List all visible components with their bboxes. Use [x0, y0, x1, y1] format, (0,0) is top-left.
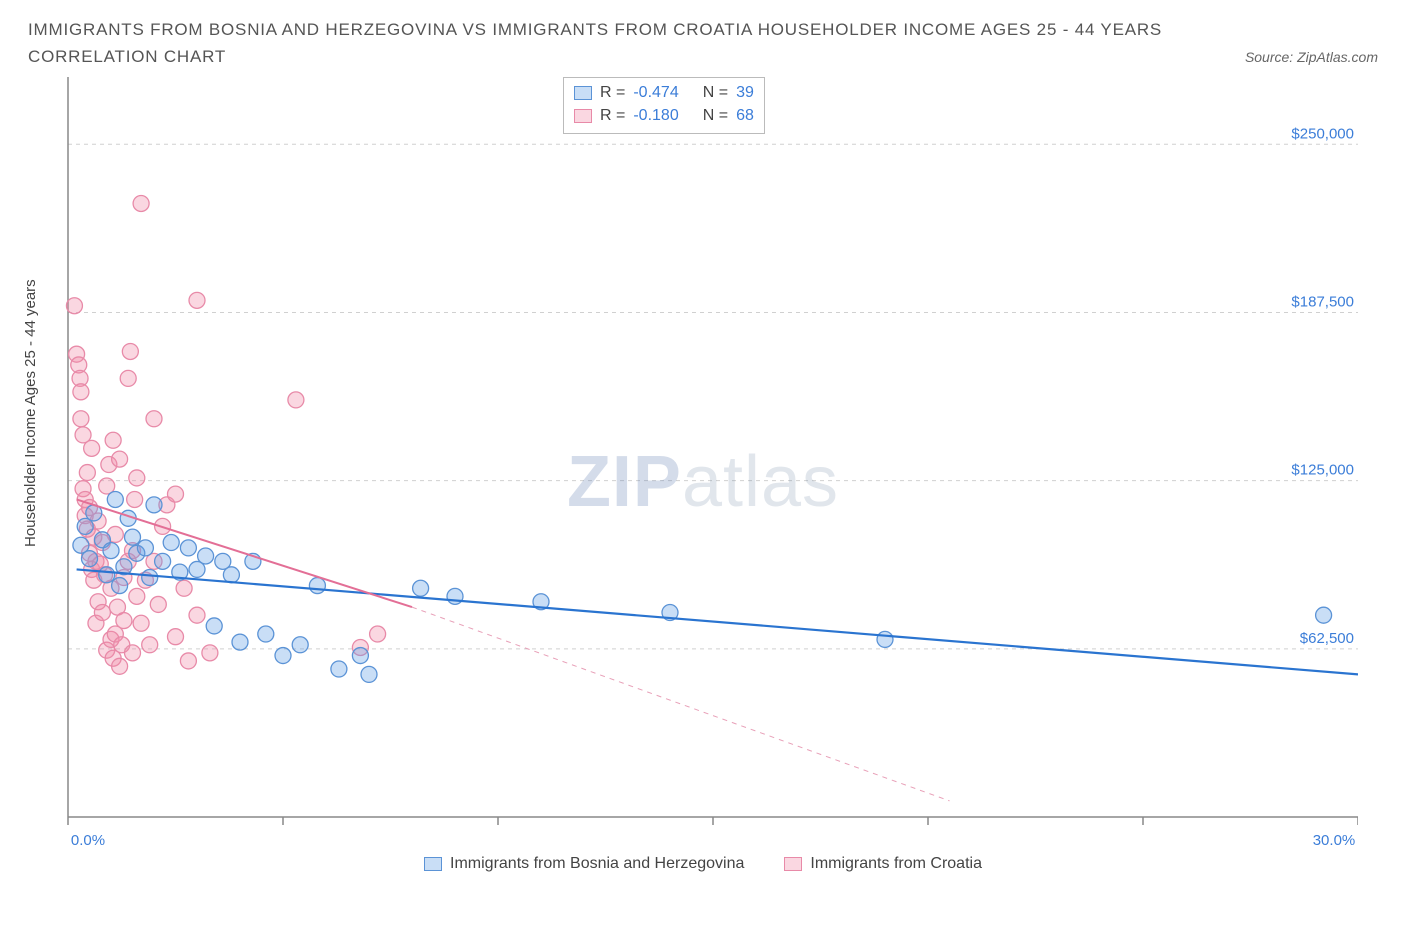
legend-label-0: Immigrants from Bosnia and Herzegovina — [450, 855, 744, 873]
stats-r-0: -0.474 — [633, 82, 678, 104]
source-label: Source: ZipAtlas.com — [1245, 49, 1378, 65]
svg-text:$250,000: $250,000 — [1291, 125, 1354, 142]
chart-title-line1: Immigrants from Bosnia and Herzegovina v… — [28, 16, 1378, 43]
stats-r-1: -0.180 — [633, 105, 678, 127]
legend-swatch-0 — [424, 857, 442, 871]
legend-item-0: Immigrants from Bosnia and Herzegovina — [424, 855, 744, 873]
svg-text:$125,000: $125,000 — [1291, 462, 1354, 479]
stats-legend-box: R = -0.474 N = 39 R = -0.180 N = 68 — [563, 77, 765, 134]
chart-title-line2: Correlation Chart — [28, 47, 226, 67]
bottom-legend: Immigrants from Bosnia and Herzegovina I… — [28, 855, 1378, 873]
stats-swatch-1 — [574, 109, 592, 123]
legend-label-1: Immigrants from Croatia — [810, 855, 982, 873]
svg-text:$187,500: $187,500 — [1291, 294, 1354, 311]
stats-swatch-0 — [574, 86, 592, 100]
legend-swatch-1 — [784, 857, 802, 871]
stats-n-0: 39 — [736, 82, 754, 104]
chart-container: Householder Income Ages 25 - 44 years $6… — [28, 77, 1378, 887]
svg-text:$62,500: $62,500 — [1300, 630, 1354, 647]
svg-text:0.0%: 0.0% — [71, 832, 105, 849]
y-axis-label: Householder Income Ages 25 - 44 years — [22, 280, 39, 548]
stats-row-0: R = -0.474 N = 39 — [574, 82, 754, 104]
stats-n-1: 68 — [736, 105, 754, 127]
legend-item-1: Immigrants from Croatia — [784, 855, 982, 873]
svg-text:30.0%: 30.0% — [1313, 832, 1356, 849]
scatter-plot: $62,500 $125,000 $187,500 $250,000 0.0% 30.0% — [28, 77, 1358, 887]
stats-row-1: R = -0.180 N = 68 — [574, 105, 754, 127]
